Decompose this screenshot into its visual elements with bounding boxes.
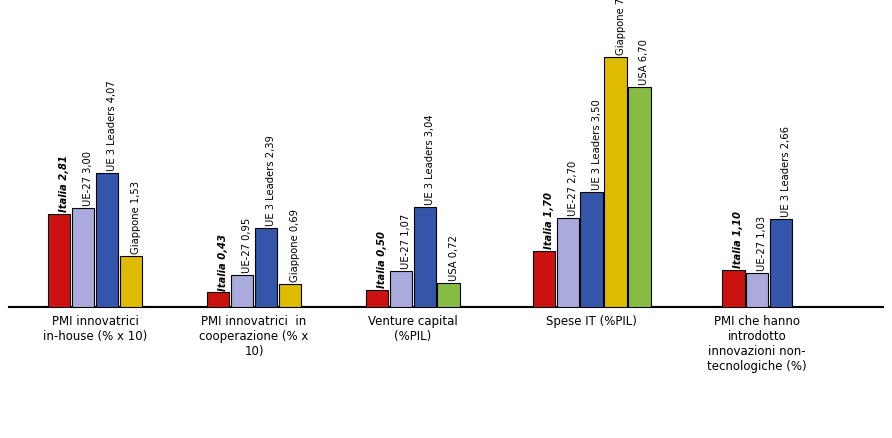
- Text: UE 3 Leaders 2,39: UE 3 Leaders 2,39: [266, 135, 276, 226]
- Text: Italia 1,70: Italia 1,70: [544, 192, 554, 249]
- Text: USA 0,72: USA 0,72: [449, 235, 458, 281]
- Bar: [533, 251, 555, 307]
- Text: UE 3 Leaders 2,66: UE 3 Leaders 2,66: [781, 126, 791, 217]
- Bar: [390, 272, 412, 307]
- Bar: [48, 214, 70, 307]
- Bar: [604, 57, 627, 307]
- Text: Italia 1,10: Italia 1,10: [733, 212, 743, 268]
- Text: UE-27 2,70: UE-27 2,70: [568, 161, 578, 216]
- Text: UE-27 3,00: UE-27 3,00: [83, 151, 93, 206]
- Bar: [557, 218, 579, 307]
- Bar: [628, 87, 650, 307]
- Bar: [95, 173, 118, 307]
- Text: Giappone 7,60: Giappone 7,60: [615, 0, 625, 55]
- Bar: [231, 276, 253, 307]
- Text: Giappone 0,69: Giappone 0,69: [290, 209, 300, 282]
- Text: UE 3 Leaders 3,50: UE 3 Leaders 3,50: [591, 99, 602, 190]
- Bar: [254, 228, 277, 307]
- Bar: [581, 192, 603, 307]
- Text: Giappone 1,53: Giappone 1,53: [131, 181, 141, 254]
- Text: UE-27 0,95: UE-27 0,95: [242, 218, 252, 273]
- Bar: [770, 219, 792, 307]
- Bar: [207, 293, 229, 307]
- Bar: [437, 283, 460, 307]
- Bar: [72, 208, 95, 307]
- Bar: [414, 207, 436, 307]
- Text: UE-27 1,07: UE-27 1,07: [401, 214, 411, 269]
- Text: UE 3 Leaders 3,04: UE 3 Leaders 3,04: [425, 114, 434, 205]
- Bar: [366, 290, 388, 307]
- Bar: [278, 284, 301, 307]
- Text: Italia 2,81: Italia 2,81: [59, 155, 70, 212]
- Text: Italia 0,50: Italia 0,50: [377, 231, 387, 288]
- Text: Italia 0,43: Italia 0,43: [219, 233, 228, 290]
- Text: USA 6,70: USA 6,70: [640, 39, 649, 85]
- Text: UE-27 1,03: UE-27 1,03: [757, 215, 767, 271]
- Bar: [746, 273, 769, 307]
- Bar: [723, 271, 745, 307]
- Bar: [120, 256, 142, 307]
- Text: UE 3 Leaders 4,07: UE 3 Leaders 4,07: [107, 80, 117, 171]
